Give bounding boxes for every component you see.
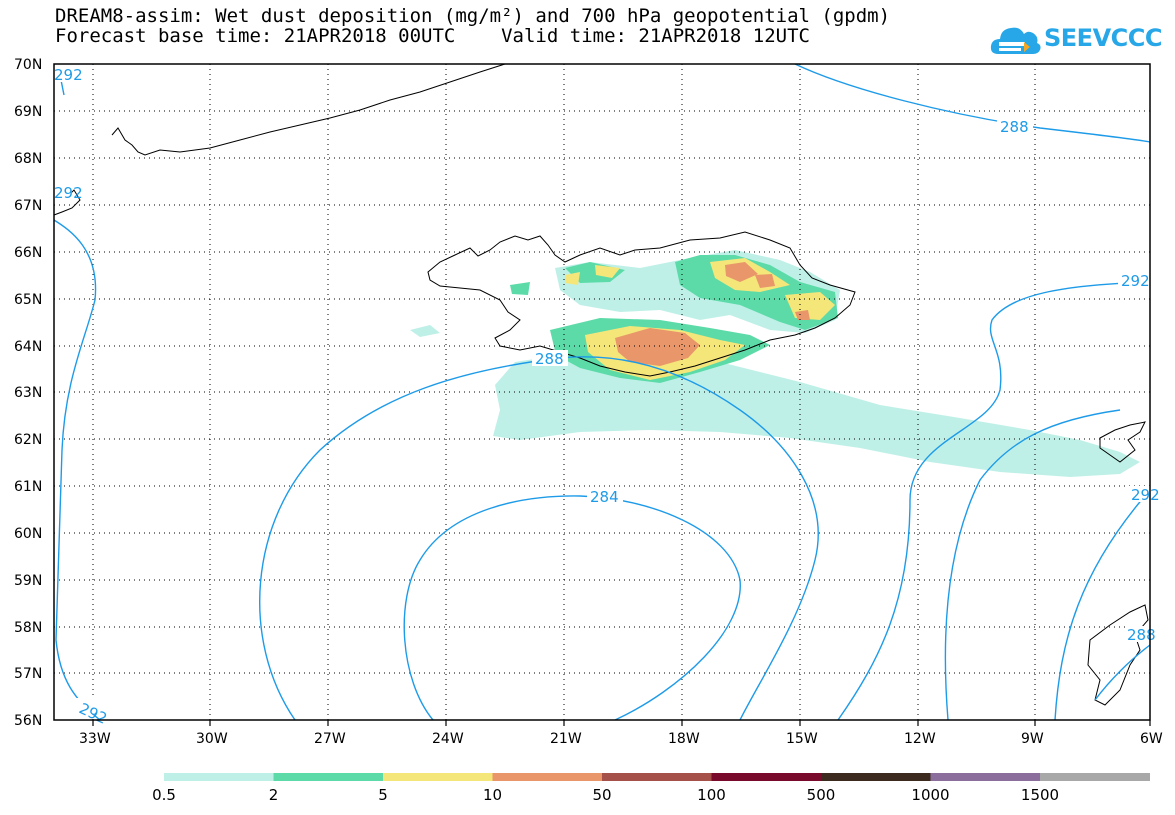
lon-label: 15W	[786, 731, 818, 747]
colorbar-swatch	[602, 773, 712, 781]
colorbar-label: 10	[483, 786, 502, 804]
lat-label: 63N	[14, 385, 42, 401]
colorbar-label: 0.5	[152, 786, 176, 804]
lon-label: 24W	[432, 731, 464, 747]
colorbar-swatch	[164, 773, 274, 781]
lat-label: 62N	[14, 432, 42, 448]
contour-label: 292	[1121, 272, 1150, 290]
geopotential-contours	[53, 63, 1151, 721]
colorbar-swatch	[273, 773, 384, 781]
colorbar-swatch	[492, 773, 603, 781]
map-frame	[53, 63, 1151, 721]
lon-label: 12W	[904, 731, 936, 747]
colorbar-swatch	[1040, 773, 1150, 781]
contour-label: 292	[54, 66, 83, 84]
colorbar-label: 50	[592, 786, 611, 804]
chart-title: DREAM8-assim: Wet dust deposition (mg/m²…	[55, 5, 891, 27]
contour-label: 292	[54, 184, 83, 202]
lon-label: 21W	[550, 731, 582, 747]
faroe-coast	[1099, 421, 1146, 463]
colorbar-swatch	[821, 773, 931, 781]
colorbar-label: 1500	[1021, 786, 1059, 804]
lat-label: 61N	[14, 479, 42, 495]
lat-label: 68N	[14, 151, 42, 167]
contour-292-southeast	[1054, 489, 1151, 721]
contour-292-east	[837, 281, 1151, 721]
colorbar-label: 500	[807, 786, 836, 804]
lon-label: 9W	[1021, 731, 1044, 747]
contour-label: 288	[535, 350, 564, 368]
colorbar-label: 100	[697, 786, 726, 804]
cloud-logo-icon	[990, 27, 1041, 54]
seevccc-logo: SEEVCCC	[990, 20, 1163, 60]
lat-label: 69N	[14, 104, 42, 120]
chart-subtitle: Forecast base time: 21APR2018 00UTC Vali…	[55, 25, 810, 47]
colorbar-swatch	[711, 773, 822, 781]
lon-label: 27W	[314, 731, 346, 747]
contour-label: 292	[1131, 486, 1160, 504]
iceland-coast	[427, 231, 856, 377]
lat-label: 57N	[14, 666, 42, 682]
lat-label: 67N	[14, 198, 42, 214]
lon-label: 30W	[196, 731, 228, 747]
colorbar-label: 5	[378, 786, 388, 804]
lat-label: 66N	[14, 245, 42, 261]
contour-label: 288	[1127, 626, 1156, 644]
lon-label: 33W	[79, 731, 111, 747]
contour-300-southeast	[1094, 644, 1151, 701]
lon-label: 18W	[668, 731, 700, 747]
lat-label: 59N	[14, 573, 42, 589]
contour-292-west	[53, 219, 101, 721]
contour-288-north	[794, 63, 1151, 143]
longitude-labels: 33W 30W 27W 24W 21W 18W 15W 12W 9W 6W	[79, 731, 1163, 747]
lat-label: 56N	[14, 713, 42, 729]
scotland-coast	[1087, 604, 1149, 706]
greenland-coast	[111, 63, 506, 156]
lat-label: 64N	[14, 339, 42, 355]
logo-text: SEEVCCC	[1044, 24, 1163, 52]
lat-label: 70N	[14, 57, 42, 73]
contour-label: 284	[590, 488, 619, 506]
contour-284	[403, 495, 741, 721]
contour-292-mid	[944, 409, 1121, 721]
colorbar-swatch	[383, 773, 493, 781]
colorbar-label: 2	[269, 786, 279, 804]
colorbar-swatch	[930, 773, 1041, 781]
lat-label: 65N	[14, 292, 42, 308]
lat-label: 58N	[14, 620, 42, 636]
dust-deposition-shading	[410, 250, 1140, 477]
lat-label: 60N	[14, 526, 42, 542]
latitude-labels: 70N 69N 68N 67N 66N 65N 64N 63N 62N 61N …	[14, 57, 42, 729]
colorbar-legend: 0.5 2 5 10 50 100 500 1000 1500	[152, 773, 1150, 804]
contour-label: 288	[1000, 118, 1029, 136]
contour-288-south	[259, 356, 819, 721]
lon-label: 6W	[1140, 731, 1163, 747]
colorbar-label: 1000	[911, 786, 949, 804]
axis-ticks	[92, 720, 1151, 726]
